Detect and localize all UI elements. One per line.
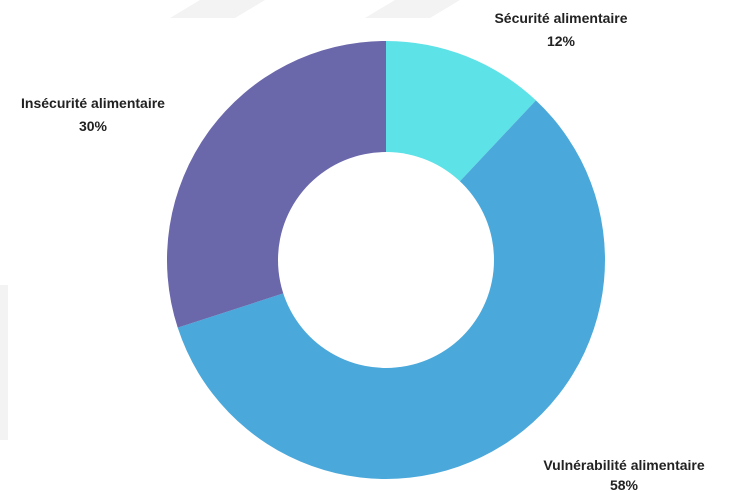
donut-hole xyxy=(278,152,494,368)
labels-group: Sécurité alimentaire 12% Vulnérabilité a… xyxy=(21,10,705,491)
background-decoration xyxy=(365,0,460,18)
slice-label-insecurite: Insécurité alimentaire xyxy=(21,95,165,111)
slice-label-vulnerabilite: Vulnérabilité alimentaire xyxy=(543,457,705,473)
background-decoration xyxy=(0,285,8,440)
slice-label-securite: Sécurité alimentaire xyxy=(494,10,627,26)
slice-value-vulnerabilite: 58% xyxy=(610,477,639,491)
background-decoration xyxy=(170,0,265,18)
slice-value-securite: 12% xyxy=(547,33,576,49)
slice-value-insecurite: 30% xyxy=(79,118,108,134)
